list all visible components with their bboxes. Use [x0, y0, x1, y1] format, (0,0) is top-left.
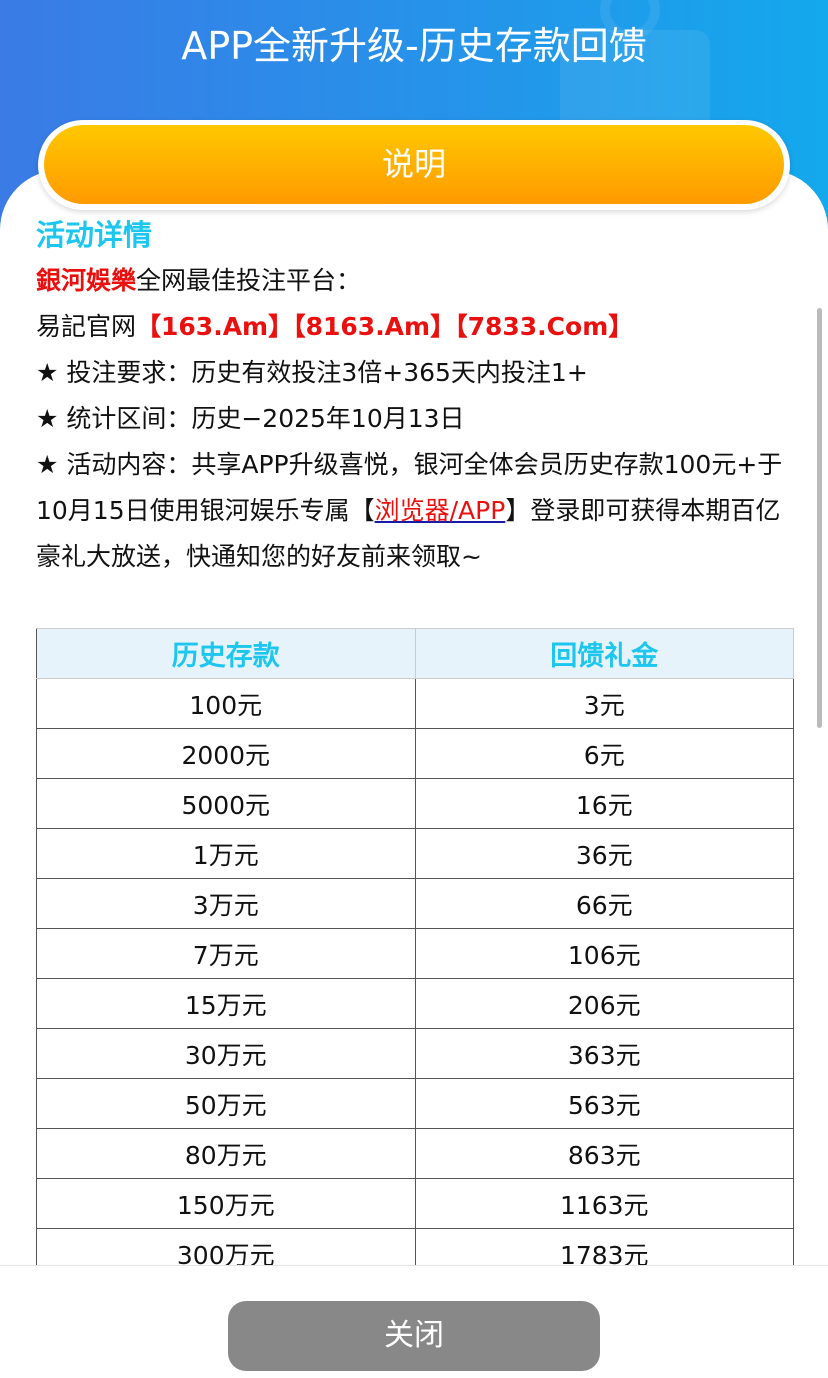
requirement-label: ★ 投注要求：: [36, 358, 192, 387]
reward-cell: 106元: [414, 928, 794, 979]
deposit-cell: 30万元: [36, 1028, 416, 1079]
deposit-cell: 15万元: [36, 978, 416, 1029]
content-text: 共享APP升级喜悦，银河全体会员历史存款100元+于10月15日使用银河娱乐专属…: [36, 450, 783, 525]
site-link[interactable]: 【8163.Am】: [293, 312, 456, 341]
deposit-cell: 50万元: [36, 1078, 416, 1129]
content-label: ★ 活动内容：: [36, 450, 192, 479]
table-row: 100元 3元: [36, 678, 794, 729]
period-label: ★ 统计区间：: [36, 404, 192, 433]
table-header-row: 历史存款 回馈礼金: [36, 628, 794, 679]
deposit-cell: 5000元: [36, 778, 416, 829]
deposit-cell: 1万元: [36, 828, 416, 879]
deposit-cell: 2000元: [36, 728, 416, 779]
table-row: 7万元 106元: [36, 928, 794, 979]
brand-name: 銀河娛樂: [36, 266, 137, 295]
site-link[interactable]: 【163.Am】: [136, 312, 294, 341]
scrollbar[interactable]: [817, 308, 822, 728]
brand-suffix: 全网最佳投注平台：: [136, 266, 362, 295]
content-text-2: 】登录即可获得本期百亿豪礼大放送，快通知您的好友前来领取~: [36, 496, 781, 571]
reward-cell: 16元: [414, 778, 794, 829]
table-row: 80万元 863元: [36, 1128, 794, 1179]
reward-cell: 36元: [414, 828, 794, 879]
reward-cell: 66元: [414, 878, 794, 929]
requirement-line: ★ 投注要求：历史有效投注3倍+365天内投注1+: [36, 350, 801, 396]
deposit-cell: 7万元: [36, 928, 416, 979]
reward-cell: 1163元: [414, 1178, 794, 1229]
requirement-value: 历史有效投注3倍+365天内投注1+: [191, 358, 588, 387]
table-row: 2000元 6元: [36, 728, 794, 779]
close-button[interactable]: 关闭: [228, 1301, 600, 1371]
page-title: APP全新升级-历史存款回馈: [181, 24, 647, 68]
site-prefix: 易記官网: [36, 312, 137, 341]
table-row: 5000元 16元: [36, 778, 794, 829]
deposit-cell: 100元: [36, 678, 416, 729]
table-row: 3万元 66元: [36, 878, 794, 929]
table-row: 1万元 36元: [36, 828, 794, 879]
reward-cell: 363元: [414, 1028, 794, 1079]
header-deposit: 历史存款: [36, 628, 416, 679]
site-link[interactable]: 【7833.Com】: [455, 312, 634, 341]
reward-cell: 863元: [414, 1128, 794, 1179]
content-line: ★ 活动内容：共享APP升级喜悦，银河全体会员历史存款100元+于10月15日使…: [36, 442, 801, 580]
reward-table: 历史存款 回馈礼金 100元 3元 2000元 6元 5000元 16元 1万元 36元 3万元 6…: [36, 628, 794, 1279]
activity-details: 活动详情 銀河娛樂全网最佳投注平台： 易記官网【163.Am】【8163.Am】…: [36, 212, 801, 580]
reward-cell: 3元: [414, 678, 794, 729]
browser-app-link[interactable]: 浏览器/APP: [374, 496, 506, 525]
tab-explanation-label: 说明: [44, 125, 784, 204]
section-heading: 活动详情: [36, 218, 153, 252]
platform-line: 銀河娛樂全网最佳投注平台：: [36, 258, 801, 304]
table-row: 150万元 1163元: [36, 1178, 794, 1229]
table-row: 15万元 206元: [36, 978, 794, 1029]
period-value: 历史−2025年10月13日: [191, 404, 465, 433]
deposit-cell: 150万元: [36, 1178, 416, 1229]
header-reward: 回馈礼金: [414, 628, 794, 679]
footer: 关闭: [0, 1265, 828, 1378]
table-row: 50万元 563元: [36, 1078, 794, 1129]
reward-cell: 563元: [414, 1078, 794, 1129]
sites-line: 易記官网【163.Am】【8163.Am】【7833.Com】: [36, 304, 801, 350]
deposit-cell: 3万元: [36, 878, 416, 929]
gift-bow-icon: [600, 0, 660, 40]
period-line: ★ 统计区间：历史−2025年10月13日: [36, 396, 801, 442]
reward-cell: 6元: [414, 728, 794, 779]
table-row: 30万元 363元: [36, 1028, 794, 1079]
tab-explanation[interactable]: 说明: [38, 120, 790, 210]
deposit-cell: 80万元: [36, 1128, 416, 1179]
reward-cell: 206元: [414, 978, 794, 1029]
